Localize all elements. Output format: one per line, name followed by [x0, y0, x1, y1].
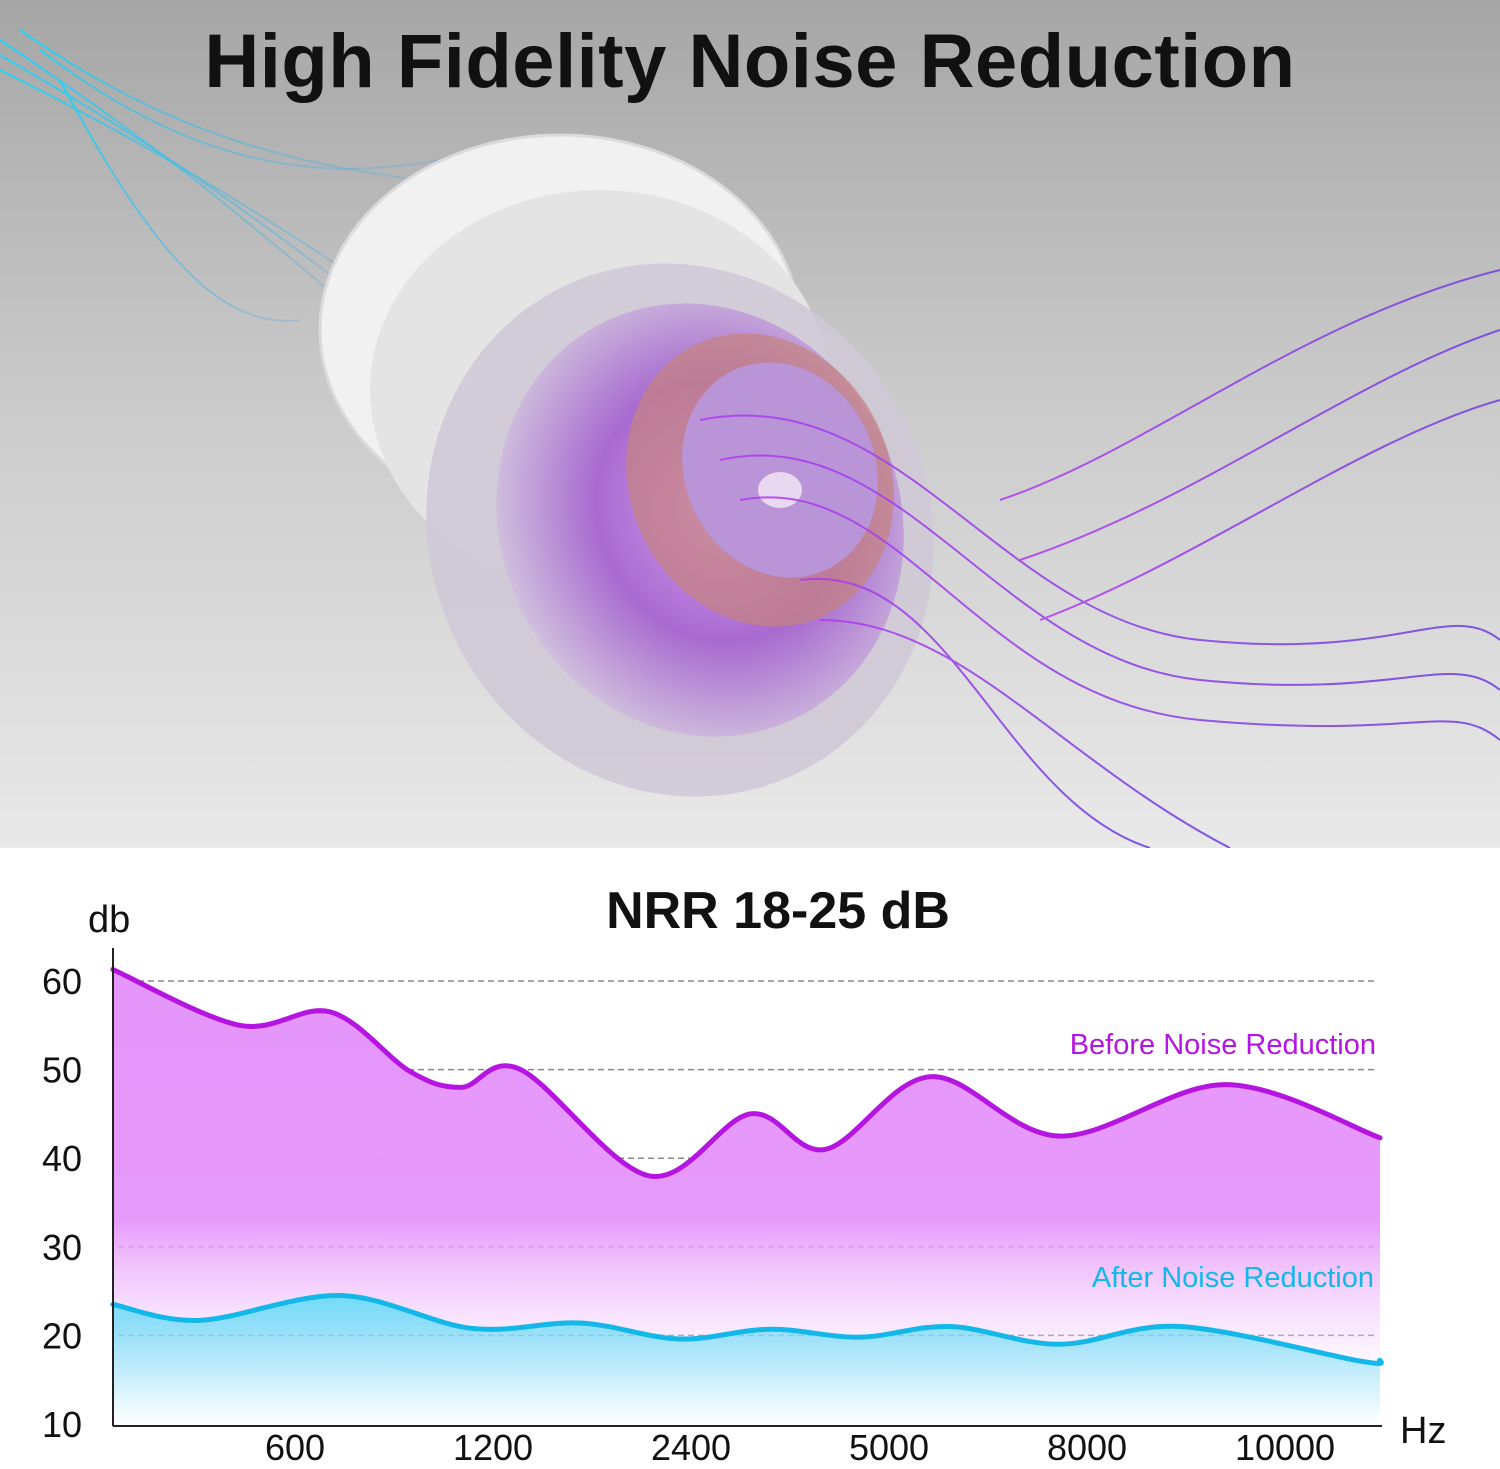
y-tick-label: 50 — [42, 1050, 82, 1091]
purple-sound-wave — [699, 269, 1500, 848]
chart-svg: NRR 18-25 dB db Hz 10 20 30 40 50 60 600 1200 24… — [42, 882, 1446, 1468]
hero-banner: High Fidelity Noise Reduction — [0, 0, 1500, 848]
y-tick-label: 40 — [42, 1138, 82, 1179]
x-tick-label: 5000 — [849, 1427, 929, 1468]
x-axis-label: Hz — [1400, 1410, 1446, 1452]
x-tick-label: 8000 — [1047, 1427, 1127, 1468]
x-tick-label: 600 — [265, 1427, 325, 1468]
y-tick-label: 20 — [42, 1315, 82, 1356]
after-area-fill — [112, 1295, 1382, 1425]
x-tick-label: 1200 — [453, 1427, 533, 1468]
y-tick-label: 10 — [42, 1404, 82, 1445]
legend-after: After Noise Reduction — [1092, 1262, 1374, 1294]
chart-title: NRR 18-25 dB — [606, 882, 950, 940]
y-tick-label: 60 — [42, 961, 82, 1002]
y-tick-label: 30 — [42, 1227, 82, 1268]
cyan-sound-wave — [0, 29, 441, 322]
hero-title: High Fidelity Noise Reduction — [204, 19, 1296, 104]
earplug-tip — [318, 133, 934, 797]
legend-before: Before Noise Reduction — [1070, 1029, 1376, 1061]
earplug-illustration — [0, 29, 1500, 848]
x-tick-label: 10000 — [1235, 1427, 1335, 1468]
x-tick-label: 2400 — [651, 1427, 731, 1468]
y-axis-label: db — [88, 899, 130, 941]
noise-reduction-chart: NRR 18-25 dB db Hz 10 20 30 40 50 60 600 1200 24… — [0, 848, 1500, 1469]
